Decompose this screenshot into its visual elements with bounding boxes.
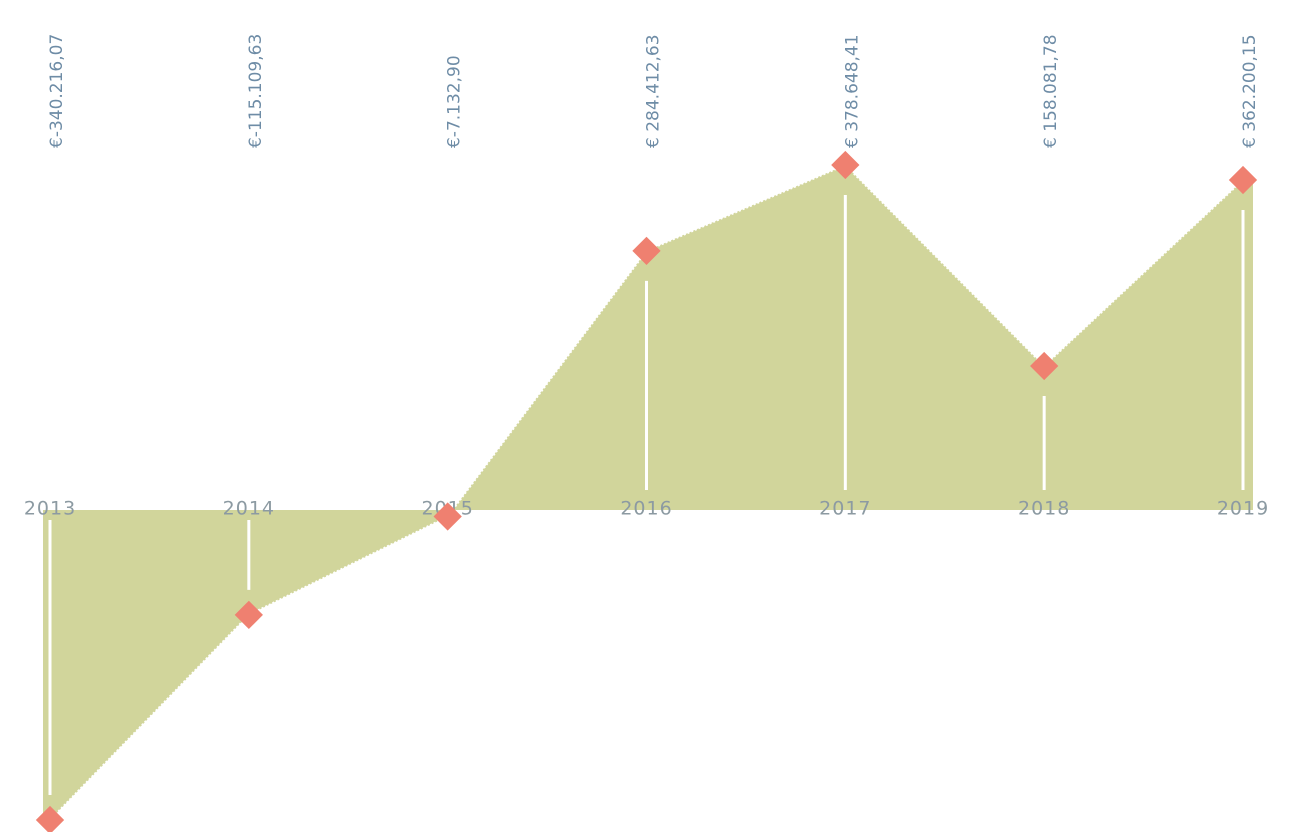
year-label: 2013 [24, 498, 76, 520]
marker [1228, 165, 1258, 195]
value-label: €-340.216,07 [47, 34, 67, 148]
value-label: €-115.109,63 [246, 34, 266, 148]
marker [831, 150, 860, 180]
year-label: 2018 [1018, 498, 1070, 520]
value-label: € 284.412,63 [644, 34, 664, 148]
marker [632, 236, 661, 266]
year-label: 2014 [223, 498, 275, 520]
marker [35, 805, 65, 832]
year-label: 2019 [1217, 498, 1269, 520]
value-label: € 378.648,41 [842, 34, 862, 148]
value-label: €-7.132,90 [445, 55, 465, 148]
area [43, 165, 1253, 820]
marker [234, 600, 263, 630]
marker [1030, 351, 1059, 381]
value-label: € 158.081,78 [1041, 34, 1061, 148]
value-label: € 362.200,15 [1240, 34, 1260, 148]
year-label: 2016 [620, 498, 672, 520]
year-label: 2017 [819, 498, 871, 520]
